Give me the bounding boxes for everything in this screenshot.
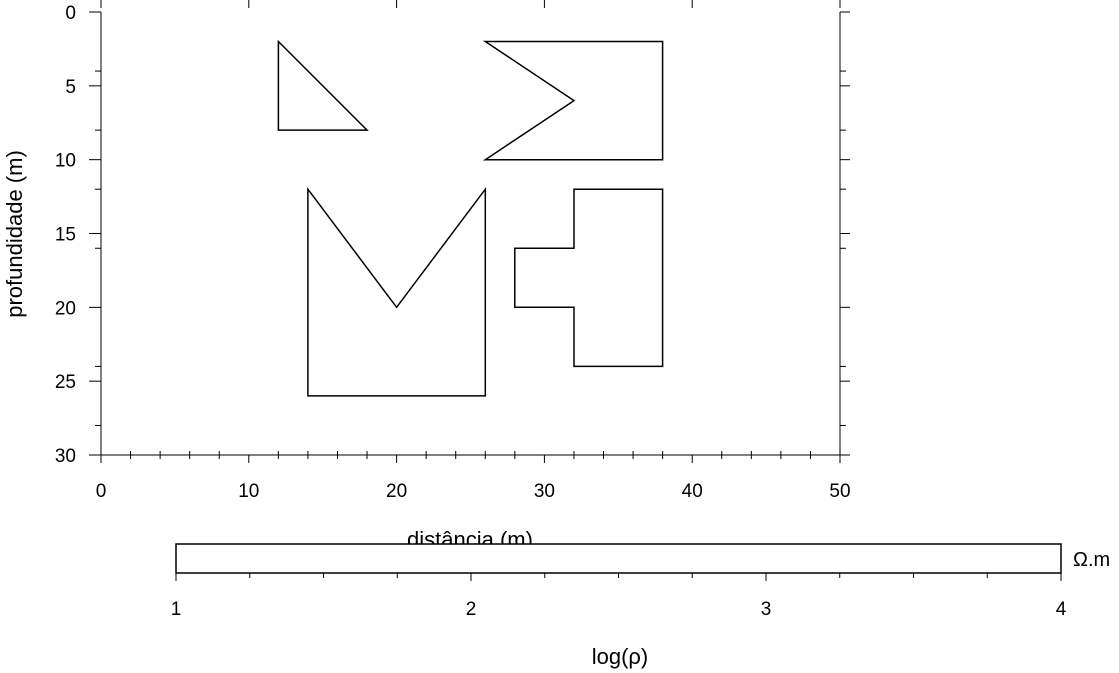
- colorbar-unit-label: Ω.m: [1073, 549, 1110, 571]
- y-tick-label: 0: [65, 3, 76, 24]
- x-tick-label: 30: [534, 481, 555, 502]
- y-tick-label: 15: [55, 225, 76, 246]
- colorbar-axis: 1 2 3 4: [171, 573, 1067, 620]
- colorbar-axis-title: log(ρ): [592, 644, 649, 669]
- x-tick-label: 20: [386, 481, 407, 502]
- x-tick-label: 10: [238, 481, 259, 502]
- model-y-axis-title: profundidade (m): [2, 150, 27, 318]
- y-tick-label: 30: [55, 446, 76, 467]
- body-polygon-1: [277, 39, 369, 131]
- colorbar-tick-label: 2: [466, 599, 477, 620]
- x-tick-label: 0: [96, 481, 107, 502]
- y-tick-label: 5: [65, 77, 76, 98]
- x-tick-label: 50: [829, 481, 850, 502]
- y-tick-label: 20: [55, 298, 76, 319]
- y-tick-label: 25: [55, 372, 76, 393]
- colorbar: 1 2 3 4 Ω.m log(ρ): [171, 543, 1110, 669]
- body-polygon-4: [514, 188, 664, 368]
- colorbar-tick-label: 1: [171, 599, 182, 620]
- model-x-axis: 0 10 20 30 40 50: [96, 0, 851, 502]
- colorbar-tick-label: 4: [1056, 599, 1067, 620]
- colorbar-tick-label: 3: [761, 599, 772, 620]
- model-y-axis: 0 5 10 15 20 25 30: [55, 3, 850, 467]
- body-polygon-2: [482, 40, 664, 161]
- body-polygon-3: [307, 186, 487, 397]
- y-tick-label: 10: [55, 151, 76, 172]
- x-tick-label: 40: [682, 481, 703, 502]
- colorbar-box: [175, 543, 1062, 574]
- model-polygons: [277, 39, 664, 397]
